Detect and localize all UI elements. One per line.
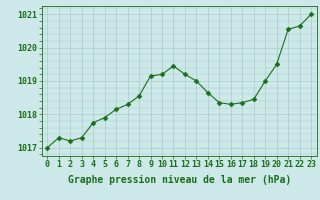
X-axis label: Graphe pression niveau de la mer (hPa): Graphe pression niveau de la mer (hPa) <box>68 175 291 185</box>
